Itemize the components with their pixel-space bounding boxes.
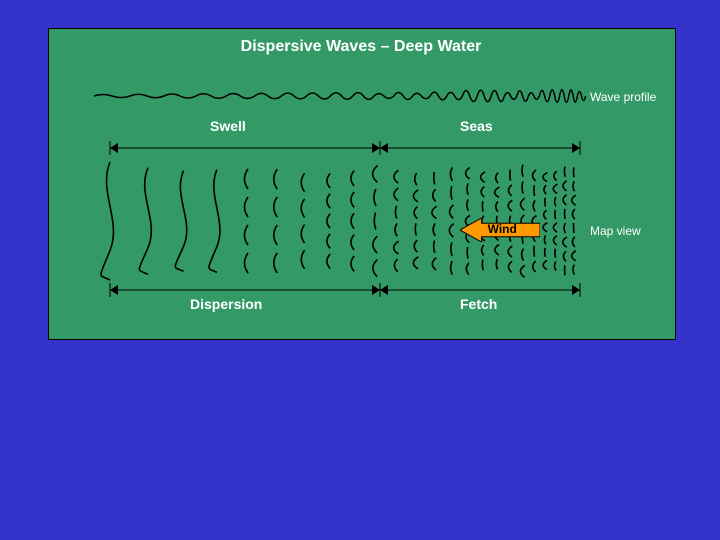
label-swell: Swell <box>210 118 246 134</box>
label-wave-profile: Wave profile <box>590 90 656 104</box>
label-wind: Wind <box>488 222 517 236</box>
label-seas: Seas <box>460 118 493 134</box>
wave-profile-icon <box>84 81 590 111</box>
label-map-view: Map view <box>590 224 641 238</box>
diagram-title: Dispersive Waves – Deep Water <box>48 38 674 56</box>
